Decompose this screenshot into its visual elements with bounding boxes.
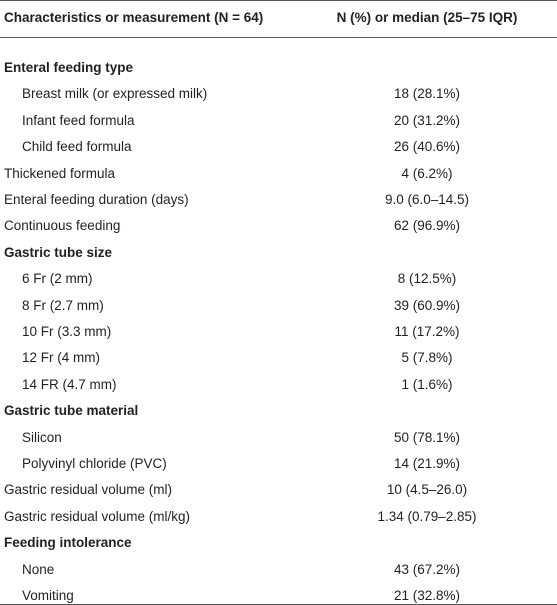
row-label: Enteral feeding duration (days) xyxy=(4,192,189,207)
row-label: Thickened formula xyxy=(4,165,116,181)
row-value: 10 (4.5–26.0) xyxy=(386,482,468,498)
row-label: Polyvinyl chloride (PVC) xyxy=(22,456,167,471)
section-heading: Feeding intolerance xyxy=(4,535,132,551)
row-value: 11 (17.2%) xyxy=(394,324,460,339)
section-heading: Enteral feeding type xyxy=(4,60,134,75)
row-value: 62 (96.9%) xyxy=(393,218,461,234)
section-heading: Gastric tube size xyxy=(4,244,113,260)
row-label: 12 Fr (4 mm) xyxy=(22,350,101,366)
row-label: Silicon xyxy=(22,429,62,445)
row-label: Continuous feeding xyxy=(4,218,121,234)
row-label: 10 Fr (3.3 mm) xyxy=(22,324,112,339)
header-cell: Characteristics or measurement (N = 64) xyxy=(4,10,264,25)
row-label: Gastric residual volume (ml) xyxy=(4,482,173,498)
row-label: Vomiting xyxy=(22,588,74,603)
row-value: 1.34 (0.79–2.85) xyxy=(377,508,477,524)
row-value: 39 (60.9%) xyxy=(393,297,461,313)
section-heading: Gastric tube material xyxy=(4,403,139,419)
row-value: 5 (7.8%) xyxy=(401,350,453,366)
row-value: 43 (67.2%) xyxy=(393,561,461,577)
row-label: None xyxy=(22,561,55,577)
row-value: 26 (40.6%) xyxy=(393,139,461,155)
header-cell: N (%) or median (25–75 IQR) xyxy=(336,10,518,25)
row-label: 6 Fr (2 mm) xyxy=(22,271,93,287)
row-value: 50 (78.1%) xyxy=(393,429,461,445)
row-label: 14 FR (4.7 mm) xyxy=(22,376,117,392)
row-label: Gastric residual volume (ml/kg) xyxy=(4,508,191,524)
row-value: 18 (28.1%) xyxy=(393,86,461,102)
row-label: Breast milk (or expressed milk) xyxy=(22,86,208,102)
row-value: 4 (6.2%) xyxy=(401,165,453,181)
row-value: 8 (12.5%) xyxy=(397,271,457,287)
row-label: Infant feed formula xyxy=(22,112,135,128)
header-rule xyxy=(0,37,557,38)
row-value: 21 (32.8%) xyxy=(393,588,461,603)
row-value: 1 (1.6%) xyxy=(401,376,453,392)
row-value: 9.0 (6.0–14.5) xyxy=(384,192,470,207)
row-label: 8 Fr (2.7 mm) xyxy=(22,297,104,313)
row-label: Child feed formula xyxy=(22,139,132,155)
top-rule xyxy=(0,0,557,1)
row-value: 20 (31.2%) xyxy=(393,112,461,128)
row-value: 14 (21.9%) xyxy=(393,456,461,471)
